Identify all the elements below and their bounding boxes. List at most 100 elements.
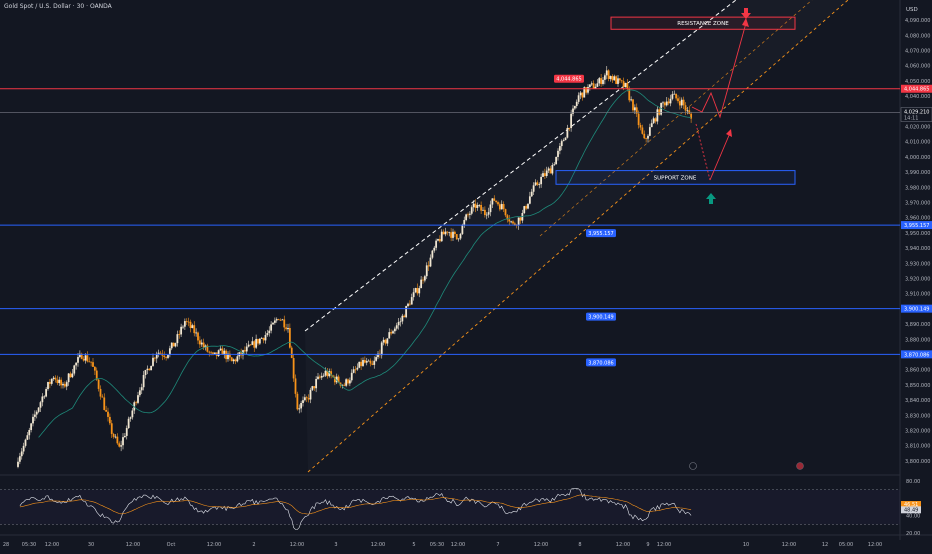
- candle-up: [266, 333, 269, 336]
- candle-up: [114, 436, 117, 438]
- candle-up: [142, 374, 145, 388]
- resistance-level[interactable]: 4,044.865 4,044.865: [0, 74, 932, 93]
- candle-up: [300, 402, 303, 409]
- zone-box[interactable]: [555, 170, 796, 185]
- candle-down: [228, 353, 231, 358]
- rsi-band: [0, 489, 900, 525]
- price-tick: 3,820.000: [905, 428, 930, 434]
- price-tick: 3,960.000: [905, 216, 930, 222]
- candle-up: [555, 156, 558, 165]
- candle-down: [408, 303, 411, 305]
- zone-box[interactable]: [610, 16, 796, 30]
- candle-up: [624, 82, 627, 88]
- support-level-3[interactable]: 3,870.086 3,870.086: [0, 350, 932, 367]
- resistance-zone[interactable]: RESISTANCE ZONE: [610, 16, 796, 30]
- candle-up: [472, 203, 475, 208]
- candle-up: [540, 176, 543, 185]
- candle-down: [525, 206, 528, 209]
- rsi-ma-tag-text: 46.51: [904, 502, 918, 508]
- candle-down: [90, 361, 93, 363]
- price-tick: 3,880.000: [905, 337, 930, 343]
- candle-up: [180, 326, 183, 335]
- candle-down: [189, 321, 192, 328]
- candle-down: [333, 376, 336, 383]
- candle-up: [73, 365, 76, 374]
- candle-up: [58, 379, 61, 384]
- candle-up: [356, 367, 359, 370]
- candle-down: [185, 321, 188, 322]
- price-tick: 3,850.000: [905, 383, 930, 389]
- candle-down: [148, 368, 151, 371]
- candle-down: [88, 361, 91, 363]
- candle-down: [206, 345, 209, 352]
- candle-down: [684, 105, 687, 111]
- time-tick: 12:00: [371, 542, 385, 548]
- candle-up: [652, 118, 655, 124]
- candle-up: [461, 224, 464, 234]
- candle-up: [603, 75, 606, 80]
- candle-up: [182, 326, 184, 328]
- rsi-tick: 40.00: [906, 514, 920, 520]
- candle-up: [35, 411, 38, 415]
- candle-down: [438, 239, 441, 242]
- price-tick: 3,920.000: [905, 276, 930, 282]
- candle-up: [602, 79, 604, 84]
- candle-down: [363, 360, 366, 363]
- candle-up: [84, 355, 87, 361]
- candle-down: [354, 369, 357, 371]
- candle-down: [95, 370, 98, 380]
- candle-down: [210, 352, 213, 354]
- candle-up: [468, 213, 471, 215]
- candle-up: [247, 344, 250, 347]
- candle-up: [45, 389, 48, 397]
- economic-event-icon[interactable]: [796, 462, 804, 470]
- candle-up: [191, 325, 194, 328]
- candle-down: [253, 341, 256, 348]
- candle-up: [30, 423, 33, 430]
- candle-up: [517, 217, 520, 226]
- candle-up: [418, 288, 421, 294]
- candle-down: [92, 362, 94, 367]
- candle-up: [251, 341, 254, 345]
- candle-down: [607, 70, 610, 79]
- candle-down: [390, 332, 393, 334]
- support-level-1[interactable]: 3,955.157 3,955.157: [0, 221, 932, 238]
- candle-up: [78, 353, 81, 358]
- candle-up: [669, 98, 672, 104]
- time-tick: 12:00: [657, 542, 671, 548]
- candle-up: [170, 342, 173, 349]
- candle-up: [656, 109, 659, 122]
- candle-down: [519, 217, 522, 221]
- candle-up: [528, 196, 531, 204]
- candle-up: [33, 414, 36, 417]
- dividend-event-icon[interactable]: [689, 462, 697, 470]
- candle-up: [547, 168, 550, 171]
- candle-up: [168, 348, 171, 356]
- candle-down: [663, 102, 666, 106]
- candle-down: [305, 397, 308, 399]
- arrowhead-rebound-icon: [726, 129, 732, 137]
- candle-up: [41, 396, 44, 403]
- candle-down: [283, 319, 286, 328]
- candle-up: [538, 184, 541, 185]
- price-tick: 4,060.000: [905, 64, 930, 70]
- candle-down: [198, 340, 201, 345]
- candle-up: [26, 435, 29, 440]
- candle-down: [163, 355, 166, 358]
- candle-down: [690, 113, 693, 119]
- time-tick: 9: [646, 542, 649, 548]
- candle-down: [493, 198, 496, 201]
- candle-up: [566, 127, 569, 138]
- level-tag-box: [586, 312, 616, 321]
- candle-down: [600, 78, 603, 84]
- candle-down: [626, 82, 629, 89]
- candle-up: [200, 342, 203, 345]
- candle-up: [386, 338, 389, 344]
- candle-up: [167, 355, 169, 358]
- time-tick: 30: [88, 542, 94, 548]
- candle-up: [129, 417, 132, 419]
- support-level-2[interactable]: 3,900.149 3,900.149: [0, 304, 932, 321]
- support-zone[interactable]: SUPPORT ZONE: [555, 170, 796, 185]
- candle-up: [245, 346, 248, 352]
